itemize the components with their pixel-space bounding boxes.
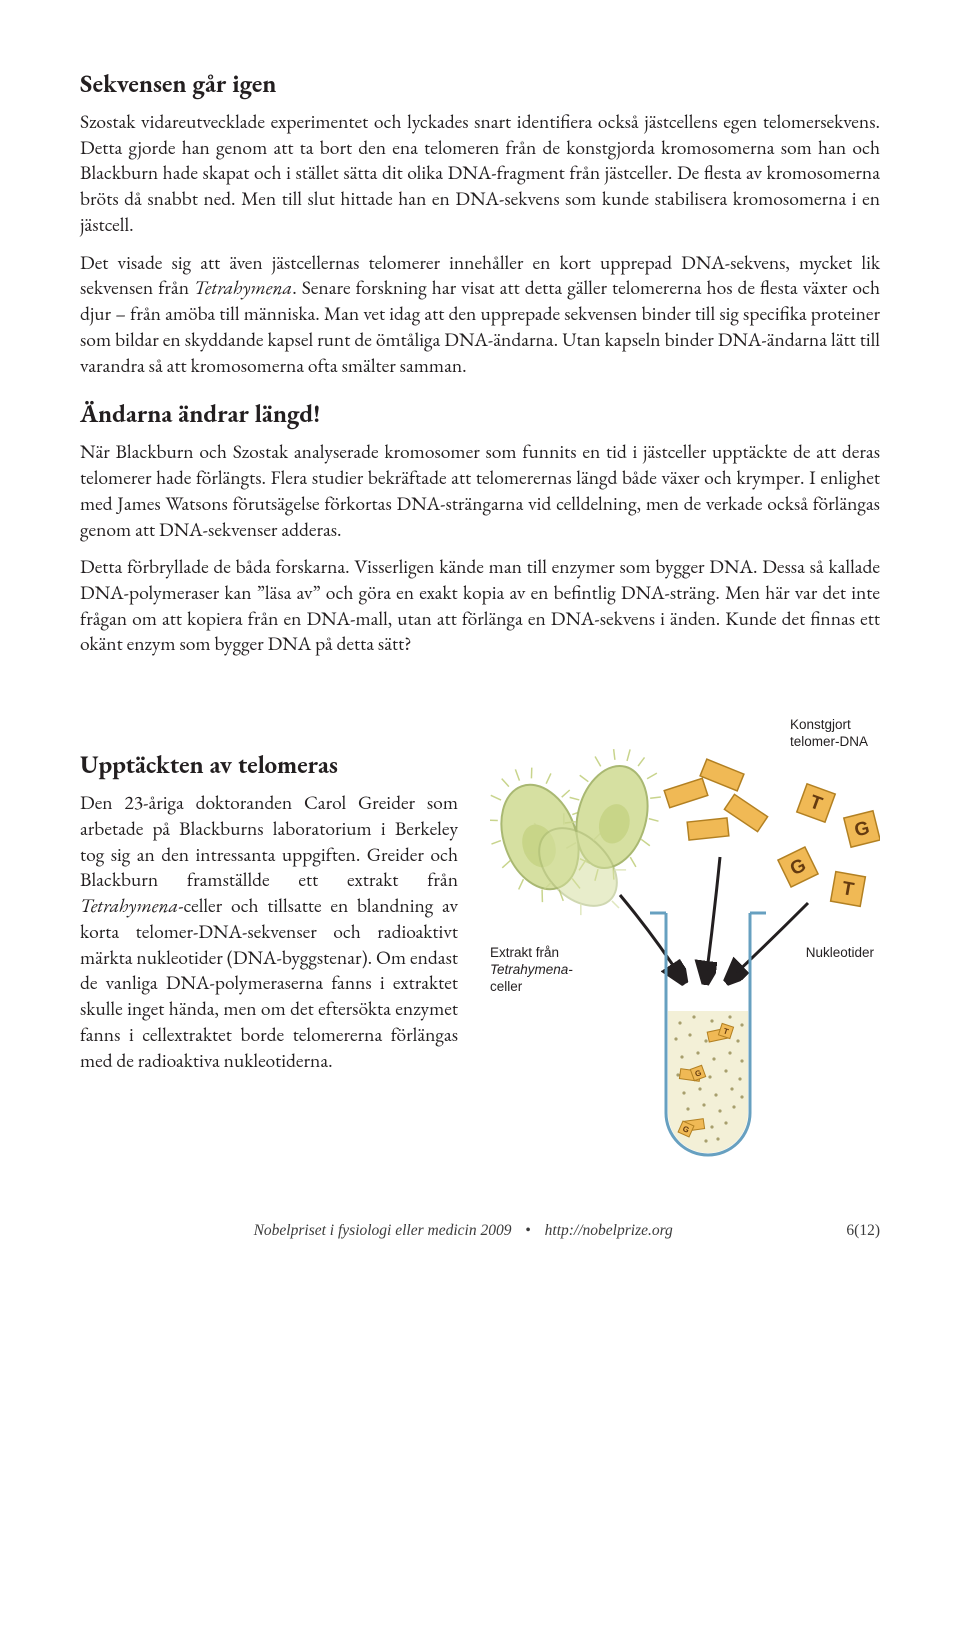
paragraph: Den 23-åriga doktoranden Carol Greider s… — [80, 790, 458, 1073]
two-col-region: Upptäckten av telomeras Den 23-åriga dok… — [80, 717, 880, 1157]
heading-upptackten: Upptäckten av telomeras — [80, 749, 458, 782]
paragraph: Det visade sig att även jästcellernas te… — [80, 250, 880, 379]
text: Konstgjort — [790, 717, 851, 732]
text: Den 23-åriga doktoranden Carol Greider s… — [80, 789, 458, 892]
telomer-dna-blocks — [664, 759, 767, 840]
text: celler — [490, 979, 522, 994]
footer-page: 6(12) — [846, 1221, 880, 1241]
paragraph: Detta förbryllade de båda forskarna. Vis… — [80, 554, 880, 657]
page-footer: Nobelpriset i fysiologi eller medicin 20… — [80, 1221, 880, 1241]
fig-label-extrakt: Extrakt från Tetrahymena- celler — [490, 945, 573, 996]
footer-title: Nobelpriset i fysiologi eller medicin 20… — [254, 1222, 512, 1239]
paragraph: Szostak vidareutvecklade experimentet oc… — [80, 109, 880, 238]
heading-andarna: Ändarna ändrar längd! — [80, 398, 880, 431]
text: Nukleotider — [806, 945, 874, 960]
text: -celler och tillsatte en blandning av ko… — [80, 892, 458, 1072]
fig-label-konstgjort: Konstgjort telomer-DNA — [790, 717, 868, 751]
footer-url: http://nobelprize.org — [545, 1222, 673, 1239]
paragraph: När Blackburn och Szostak analyserade kr… — [80, 439, 880, 542]
italic-term: Tetrahymena — [80, 892, 178, 918]
nucleotide-blocks: T G G T — [778, 784, 880, 907]
telomerase-illustration: T G G T — [490, 717, 880, 1157]
heading-sekvensen: Sekvensen går igen — [80, 68, 880, 101]
figure: Konstgjort telomer-DNA Extrakt från Tetr… — [490, 717, 880, 1157]
italic-term: Tetrahymena — [194, 274, 292, 300]
tetrahymena-cells — [490, 738, 675, 937]
fig-label-nukleotider: Nukleotider — [806, 945, 874, 962]
text: Extrakt från — [490, 945, 559, 960]
col-text: Upptäckten av telomeras Den 23-åriga dok… — [80, 717, 458, 1073]
footer-separator: • — [525, 1222, 530, 1239]
arrows-into-tube — [620, 857, 808, 979]
test-tube: T G G — [650, 913, 766, 1155]
text: telomer-DNA — [790, 734, 868, 749]
italic-term: Tetrahymena- — [490, 962, 573, 977]
